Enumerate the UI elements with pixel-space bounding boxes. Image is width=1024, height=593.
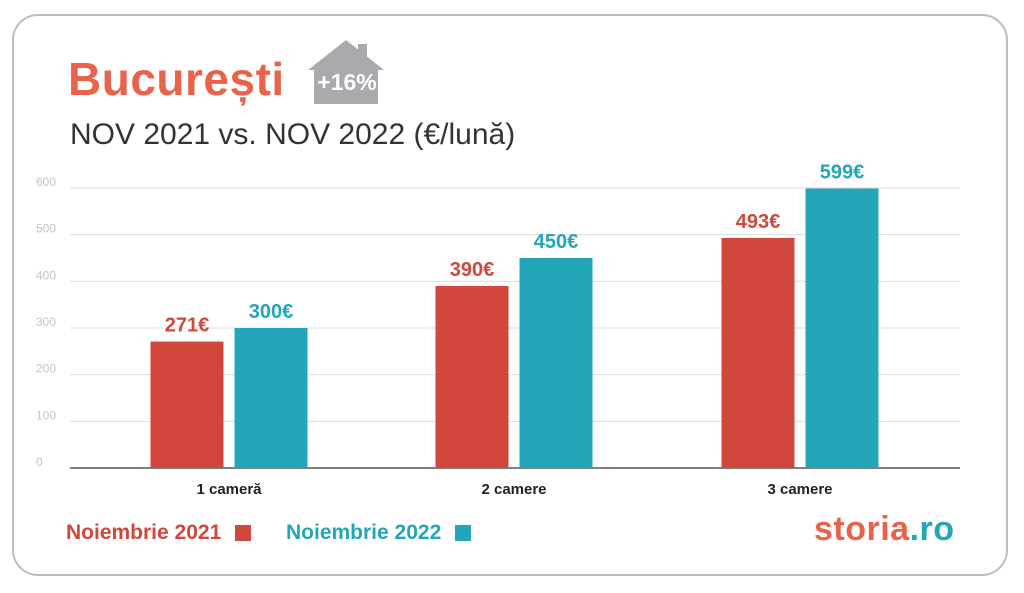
legend-item-2021: Noiembrie 2021: [66, 521, 252, 545]
bar: [519, 258, 593, 468]
city-title: București: [68, 53, 285, 105]
x-tick-label: 1 cameră: [196, 481, 262, 498]
bar: [805, 188, 879, 468]
y-tick-label: 400: [36, 268, 56, 282]
house-badge-text: +16%: [317, 69, 376, 95]
x-tick-label: 3 camere: [767, 481, 832, 498]
bar: [150, 341, 224, 468]
bar: [435, 286, 509, 468]
bar: [234, 328, 308, 468]
data-label: 300€: [249, 301, 294, 323]
x-tick-label: 2 camere: [481, 481, 546, 498]
bar: [721, 237, 795, 468]
legend-label-2021: Noiembrie 2021: [66, 521, 222, 544]
data-label: 450€: [534, 231, 579, 253]
y-tick-label: 200: [36, 362, 56, 376]
legend-swatch-2022: [455, 525, 472, 541]
legend-label-2022: Noiembrie 2022: [286, 521, 442, 544]
data-label: 390€: [450, 259, 495, 281]
y-tick-label: 600: [36, 175, 56, 189]
chart-subtitle: NOV 2021 vs. NOV 2022 (€/lună): [70, 118, 516, 151]
y-tick-label: 500: [36, 222, 56, 236]
data-label: 493€: [736, 211, 781, 233]
y-tick-label: 300: [36, 315, 56, 329]
legend-swatch-2021: [235, 525, 252, 541]
data-label: 271€: [165, 315, 210, 337]
data-label: 599€: [820, 161, 865, 183]
storia-logo: storia.ro: [814, 510, 955, 548]
y-tick-label: 100: [36, 408, 56, 422]
house-icon: +16%: [308, 40, 384, 104]
legend-item-2022: Noiembrie 2022: [286, 521, 472, 545]
y-tick-label: 0: [36, 455, 43, 469]
